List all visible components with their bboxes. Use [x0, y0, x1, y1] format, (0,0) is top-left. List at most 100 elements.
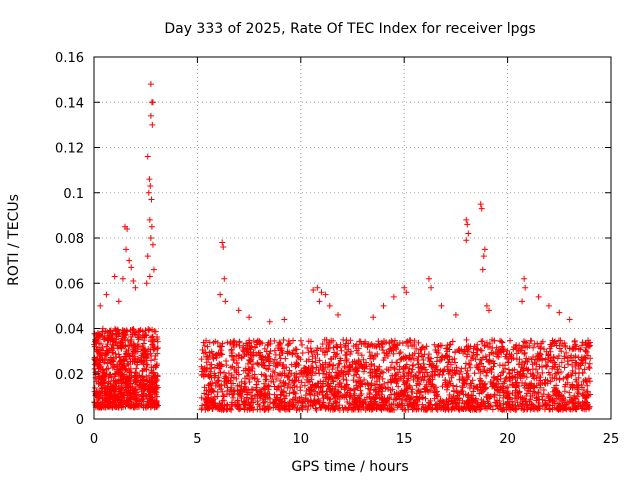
data-point: [451, 367, 458, 374]
data-point: [347, 337, 354, 344]
data-point: [536, 374, 543, 381]
data-point: [291, 389, 298, 396]
data-point: [341, 386, 348, 393]
data-point: [568, 357, 575, 364]
x-tick-label: 20: [499, 432, 516, 447]
data-point: [561, 364, 568, 371]
data-point: [231, 387, 238, 394]
data-point: [369, 403, 376, 410]
data-point: [259, 340, 266, 347]
data-point: [319, 391, 326, 398]
data-point: [450, 387, 457, 394]
data-point: [579, 369, 586, 376]
data-point: [374, 366, 381, 373]
data-point: [517, 401, 524, 408]
x-tick-label: 5: [193, 432, 201, 447]
data-point: [445, 406, 452, 413]
data-point: [437, 398, 444, 405]
data-point: [330, 337, 337, 344]
data-point: [393, 394, 400, 401]
data-point: [509, 375, 516, 382]
data-point: [446, 378, 453, 385]
data-point: [143, 355, 150, 362]
data-point: [124, 382, 131, 389]
data-point: [485, 358, 492, 365]
data-point: [229, 352, 236, 359]
data-point: [153, 397, 160, 404]
data-point: [308, 384, 315, 391]
data-point: [406, 365, 413, 372]
data-point: [146, 273, 153, 280]
data-point: [476, 390, 483, 397]
data-point: [472, 356, 479, 363]
data-point: [548, 343, 555, 350]
data-point: [297, 337, 304, 344]
data-point: [426, 275, 433, 282]
data-point: [143, 354, 150, 361]
data-point: [554, 355, 561, 362]
data-point: [99, 347, 106, 354]
data-point: [357, 387, 364, 394]
data-point: [132, 386, 139, 393]
data-point: [131, 329, 138, 336]
data-point: [394, 369, 401, 376]
data-point: [321, 351, 328, 358]
data-point: [389, 406, 396, 413]
data-point: [455, 403, 462, 410]
data-point: [102, 350, 109, 357]
data-point: [255, 349, 262, 356]
data-point: [275, 342, 282, 349]
data-point: [205, 402, 212, 409]
data-point: [218, 351, 225, 358]
data-point: [340, 376, 347, 383]
data-point: [198, 356, 205, 363]
data-point: [452, 359, 459, 366]
data-point: [115, 368, 122, 375]
data-point: [455, 347, 462, 354]
data-point: [211, 374, 218, 381]
data-point: [322, 291, 329, 298]
data-point: [118, 376, 125, 383]
data-point: [279, 389, 286, 396]
data-point: [438, 404, 445, 411]
data-point: [265, 339, 272, 346]
data-point: [509, 398, 516, 405]
data-point: [454, 389, 461, 396]
data-point: [523, 390, 530, 397]
data-point: [566, 316, 573, 323]
data-point: [289, 403, 296, 410]
data-point: [435, 346, 442, 353]
data-point: [391, 337, 398, 344]
data-point: [366, 390, 373, 397]
data-point: [364, 343, 371, 350]
data-point: [505, 366, 512, 373]
data-point: [473, 363, 480, 370]
data-point: [386, 348, 393, 355]
data-point: [521, 275, 528, 282]
data-point: [312, 399, 319, 406]
data-point: [102, 385, 109, 392]
data-point: [304, 344, 311, 351]
data-point: [485, 344, 492, 351]
data-point: [420, 394, 427, 401]
data-point: [360, 368, 367, 375]
data-point: [97, 379, 104, 386]
data-point: [97, 356, 104, 363]
data-point: [93, 393, 100, 400]
data-point: [421, 346, 428, 353]
data-point: [583, 402, 590, 409]
data-point: [401, 387, 408, 394]
data-point: [579, 401, 586, 408]
data-point: [315, 396, 322, 403]
data-point: [456, 371, 463, 378]
data-point: [205, 391, 212, 398]
data-point: [502, 362, 509, 369]
data-point: [353, 367, 360, 374]
data-point: [403, 339, 410, 346]
data-point: [578, 357, 585, 364]
data-point: [324, 391, 331, 398]
data-point: [546, 406, 553, 413]
data-point: [581, 366, 588, 373]
data-point: [331, 349, 338, 356]
data-point: [335, 389, 342, 396]
